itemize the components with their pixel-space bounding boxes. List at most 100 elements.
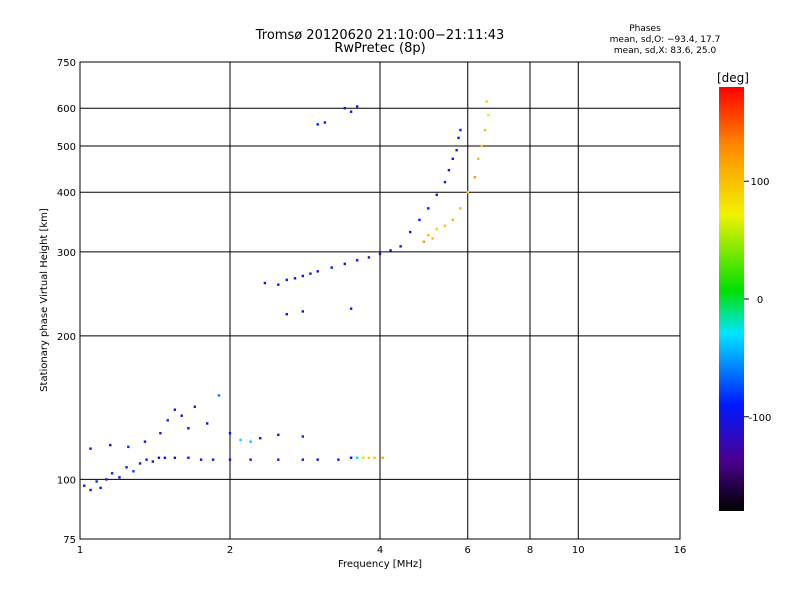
y-tick-label: 500 bbox=[57, 142, 76, 153]
data-point bbox=[277, 433, 280, 437]
plot-frame bbox=[79, 61, 681, 540]
data-point bbox=[480, 144, 483, 148]
data-point bbox=[277, 283, 280, 286]
data-point bbox=[132, 470, 135, 473]
data-point bbox=[301, 274, 305, 278]
data-point bbox=[109, 443, 112, 447]
data-point bbox=[277, 458, 280, 461]
x-tick-label: 16 bbox=[674, 545, 687, 556]
data-point bbox=[89, 447, 92, 450]
data-point bbox=[105, 478, 108, 481]
data-point bbox=[431, 237, 434, 240]
data-point bbox=[485, 100, 488, 103]
data-point bbox=[211, 458, 215, 461]
data-point bbox=[249, 440, 252, 443]
data-point bbox=[466, 191, 469, 194]
data-point bbox=[451, 218, 455, 222]
data-point bbox=[301, 458, 305, 461]
data-point bbox=[381, 456, 384, 459]
x-tick-label: 6 bbox=[465, 545, 471, 556]
data-point bbox=[427, 207, 430, 210]
data-point bbox=[422, 240, 426, 243]
data-point bbox=[343, 107, 347, 110]
data-point bbox=[447, 168, 451, 172]
x-tick-label: 8 bbox=[527, 545, 533, 556]
x-tick-label: 1 bbox=[77, 545, 83, 556]
x-tick-label: 10 bbox=[572, 545, 585, 556]
data-point bbox=[187, 456, 190, 459]
data-point bbox=[451, 157, 455, 161]
data-point bbox=[389, 249, 392, 252]
data-point bbox=[239, 438, 242, 442]
data-point bbox=[473, 176, 477, 179]
y-axis-label: Stationary phase Virtual Height [km] bbox=[39, 208, 50, 392]
data-point bbox=[95, 480, 98, 483]
data-point bbox=[330, 266, 333, 269]
data-point bbox=[443, 224, 447, 228]
data-point bbox=[127, 445, 130, 449]
data-point bbox=[399, 245, 402, 248]
data-point bbox=[337, 458, 340, 461]
data-point bbox=[110, 472, 114, 475]
data-point bbox=[455, 148, 458, 152]
data-point bbox=[301, 435, 305, 438]
data-point bbox=[145, 458, 148, 461]
y-tick-label: 100 bbox=[57, 475, 76, 486]
data-point bbox=[487, 114, 490, 117]
data-point bbox=[378, 252, 382, 256]
data-point bbox=[435, 193, 438, 197]
data-point bbox=[323, 121, 327, 124]
data-point bbox=[118, 476, 121, 479]
colorbar-tick-label: -100 bbox=[749, 413, 772, 424]
colorbar-tick-label: 100 bbox=[750, 177, 769, 188]
stats-line-x: mean, sd,X: 83.6, 25.0 bbox=[614, 46, 717, 56]
data-point bbox=[427, 234, 430, 237]
data-point bbox=[187, 427, 190, 430]
y-tick-labels: 75 100 200 300 400 500 600 750 bbox=[57, 58, 76, 546]
colorbar: [deg] 100 0 -100 bbox=[717, 71, 771, 511]
data-point bbox=[459, 128, 462, 132]
data-point bbox=[180, 414, 183, 417]
colorbar-tick-label: 0 bbox=[757, 295, 763, 306]
chart-subtitle: RwPretec (8p) bbox=[334, 41, 425, 56]
data-point bbox=[143, 440, 147, 443]
data-point bbox=[285, 278, 288, 282]
y-tick-label: 75 bbox=[63, 535, 76, 546]
data-point bbox=[217, 394, 221, 397]
data-point bbox=[263, 281, 267, 285]
data-point bbox=[83, 484, 86, 487]
data-point bbox=[157, 456, 161, 459]
data-point bbox=[151, 460, 155, 463]
data-point bbox=[301, 310, 305, 313]
x-tick-label: 2 bbox=[227, 545, 233, 556]
data-point bbox=[316, 270, 319, 273]
data-point bbox=[173, 408, 177, 411]
data-point bbox=[138, 462, 142, 465]
stats-title: Phases bbox=[629, 24, 661, 34]
colorbar-label: [deg] bbox=[717, 71, 749, 85]
data-point bbox=[355, 105, 359, 108]
data-point bbox=[355, 259, 359, 262]
data-point bbox=[418, 218, 421, 222]
data-point bbox=[435, 227, 438, 231]
x-tick-label: 4 bbox=[377, 545, 383, 556]
y-tick-label: 400 bbox=[57, 188, 76, 199]
data-point bbox=[228, 431, 232, 435]
data-point bbox=[293, 277, 297, 280]
data-point bbox=[443, 180, 447, 184]
x-tick-labels: 1 2 4 6 8 10 16 bbox=[77, 545, 687, 556]
chart-title: Tromsø 20120620 21:10:00−21:11:43 bbox=[255, 28, 505, 43]
data-point bbox=[125, 466, 128, 469]
stats-line-o: mean, sd,O: −93.4, 17.7 bbox=[610, 35, 721, 45]
data-point bbox=[159, 431, 162, 435]
data-point bbox=[349, 456, 353, 459]
y-tick-label: 200 bbox=[57, 332, 76, 343]
data-point bbox=[367, 456, 371, 459]
data-point bbox=[343, 262, 347, 266]
data-point bbox=[89, 488, 92, 492]
data-point bbox=[361, 456, 365, 459]
x-axis-label: Frequency [MHz] bbox=[338, 559, 422, 570]
data-point bbox=[249, 458, 252, 461]
y-tick-label: 300 bbox=[57, 248, 76, 259]
